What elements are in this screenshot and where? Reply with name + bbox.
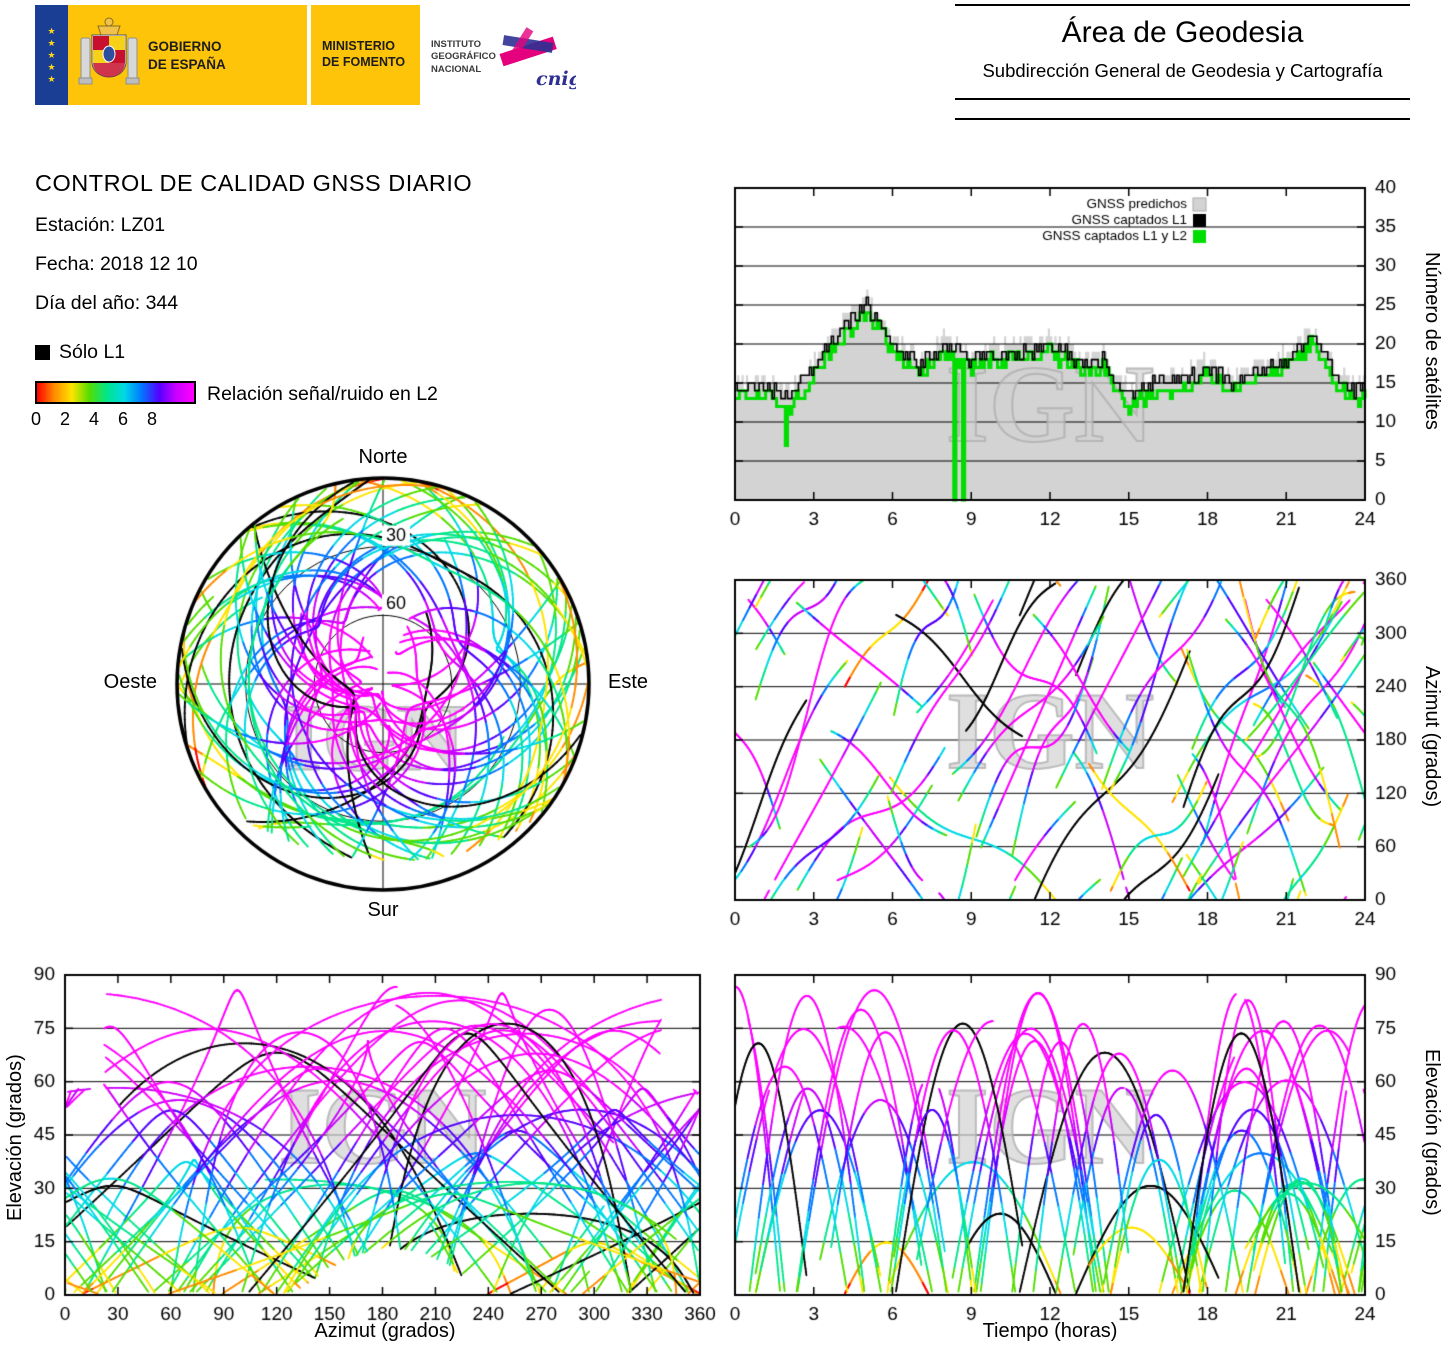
header-rule-top [955, 4, 1410, 6]
snr-colorbar-tick: 6 [117, 409, 128, 429]
gobierno-espana-box: GOBIERNO DE ESPAÑA [68, 5, 307, 105]
elev-az-canvas [20, 963, 720, 1335]
snr-colorbar-label: Relación señal/ruido en L2 [207, 383, 438, 405]
l1-only-swatch-icon [35, 345, 50, 360]
snr-colorbar-tick: 2 [59, 409, 70, 429]
eu-star-icon: ★ [47, 73, 56, 84]
station-line: Estación: LZ01 [35, 214, 166, 236]
eu-star-icon: ★ [47, 61, 56, 72]
azimut-time-ylabel: Azimut (grados) [1421, 666, 1443, 808]
ign-line3: NACIONAL [431, 63, 482, 75]
header-rule-bottom [955, 118, 1410, 120]
area-title: Área de Geodesia [1061, 16, 1304, 49]
ign-line1: INSTITUTO [431, 39, 481, 50]
snr-colorbar-tick: 0 [31, 409, 42, 429]
skyplot-east-label: Este [608, 671, 649, 693]
eu-star-icon: ★ [47, 49, 56, 60]
gobierno-line2: DE ESPAÑA [148, 56, 226, 72]
sat-count-ylabel: Número de satélites [1421, 252, 1443, 430]
eu-flag-strip: ★ ★ ★ ★ ★ [35, 5, 68, 105]
eu-star-icon: ★ [47, 37, 56, 48]
ministerio-fomento-box: MINISTERIO DE FOMENTO [311, 5, 420, 105]
cnig-logo-icon: cnig [499, 27, 582, 90]
report-title: CONTROL DE CALIDAD GNSS DIARIO [35, 170, 473, 196]
report-info: CONTROL DE CALIDAD GNSS DIARIO Estación:… [35, 170, 472, 315]
skyplot-west-label: Oeste [103, 671, 157, 693]
date-line: Fecha: 2018 12 10 [35, 253, 198, 275]
eu-star-icon: ★ [47, 25, 56, 36]
area-subtitle: Subdirección General de Geodesia y Carto… [982, 60, 1383, 81]
snr-colorbar-tick: 8 [146, 409, 157, 429]
l1-only-label: Sólo L1 [59, 341, 126, 363]
skyplot-south-label: Sur [367, 899, 399, 921]
snr-colorbar [35, 381, 196, 404]
sat-count-canvas [720, 180, 1445, 540]
ministerio-line1: MINISTERIO [322, 39, 395, 53]
ign-label: INSTITUTO GEOGRÁFICO NACIONAL [431, 39, 496, 76]
ign-line2: GEOGRÁFICO [431, 51, 496, 63]
elev-az-ylabel: Elevación (grados) [4, 1054, 26, 1221]
gobierno-line1: GOBIERNO [148, 39, 222, 54]
skyplot-canvas [155, 440, 615, 930]
header-rule-mid [955, 98, 1410, 100]
l1-only-legend: Sólo L1 [35, 341, 125, 364]
government-logo-block: ★ ★ ★ ★ ★ GOBIERNO [35, 5, 582, 105]
doy-line: Día del año: 344 [35, 292, 179, 314]
ministerio-line2: DE FOMENTO [322, 55, 406, 70]
cnig-logo: cnig [488, 17, 582, 97]
spain-coat-of-arms-icon [78, 17, 140, 85]
snr-colorbar-tick: 4 [88, 409, 99, 429]
area-geodesia-header: Área de Geodesia Subdirección General de… [955, 0, 1410, 125]
elev-time-xlabel: Tiempo (horas) [982, 1320, 1118, 1342]
cnig-wordmark: cnig [536, 68, 576, 90]
azimut-time-canvas [720, 570, 1445, 938]
skyplot-north-label: Norte [358, 446, 408, 468]
elev-time-canvas [720, 963, 1445, 1335]
elev-az-xlabel: Azimut (grados) [314, 1320, 456, 1342]
elev-time-ylabel: Elevación (grados) [1421, 1049, 1443, 1216]
